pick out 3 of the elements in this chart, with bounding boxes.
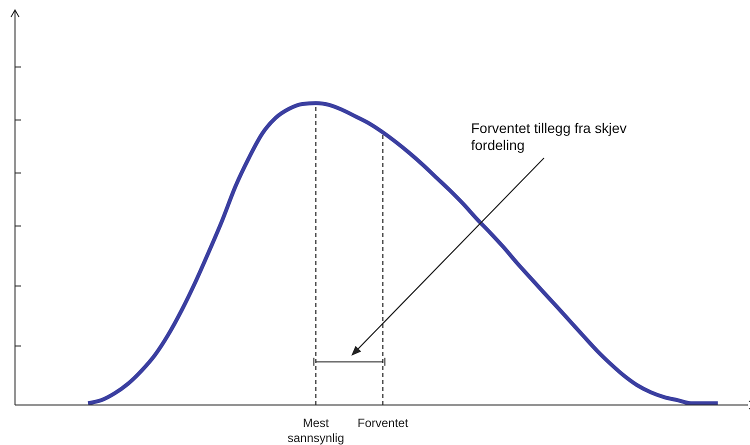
x-tick-label: Mest sannsynlig xyxy=(287,416,344,445)
annotation: Forventet tillegg fra skjev fordeling xyxy=(471,120,628,154)
x-tick-label: Forventet xyxy=(357,416,409,430)
